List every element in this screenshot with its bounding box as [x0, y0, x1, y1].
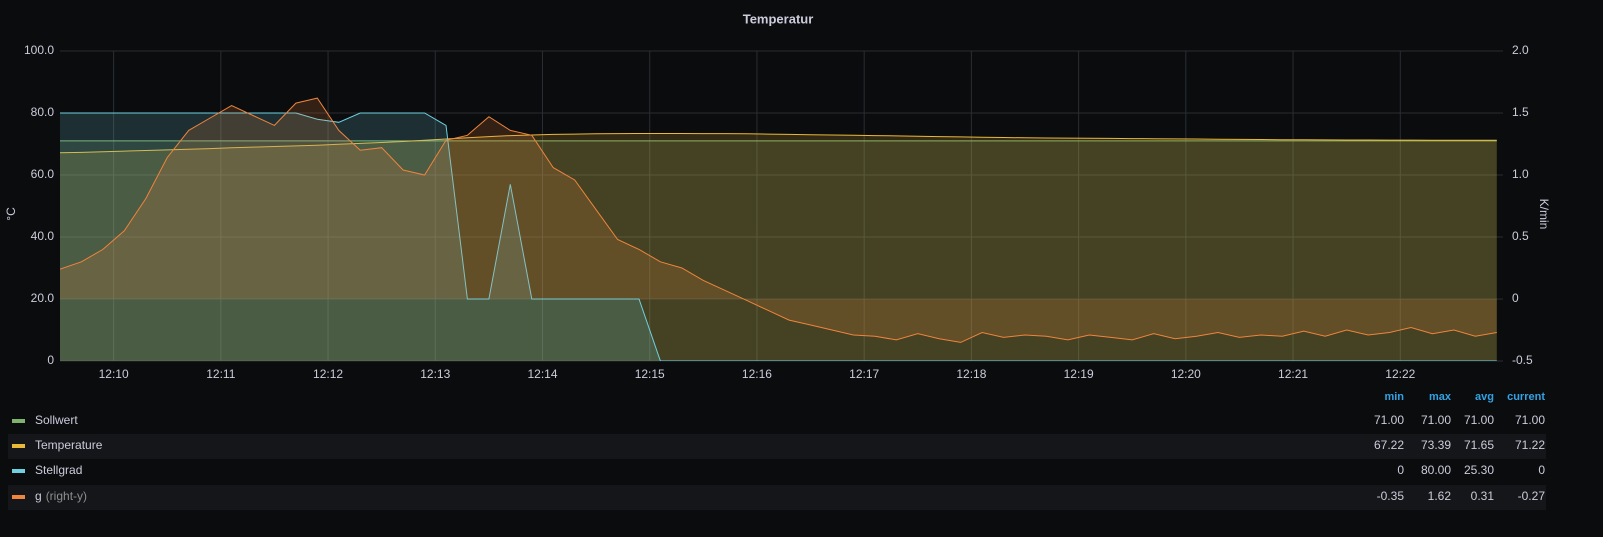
legend-stat: 71.00: [1464, 413, 1494, 427]
y2-tick-label: 0: [1512, 291, 1519, 305]
legend-stat: 0: [1538, 463, 1545, 477]
area-fill: [60, 133, 1497, 361]
x-tick-label: 12:19: [1064, 367, 1094, 381]
series-line: [60, 133, 1497, 154]
legend-label: Sollwert: [35, 413, 78, 427]
legend-stat: 1.62: [1428, 489, 1452, 503]
legend-stat: 0.31: [1471, 489, 1495, 503]
x-tick-label: 12:21: [1278, 367, 1308, 381]
legend-label: g: [35, 489, 42, 503]
x-tick-label: 12:17: [849, 367, 879, 381]
x-tick-label: 12:13: [420, 367, 450, 381]
x-tick-label: 12:16: [742, 367, 772, 381]
legend-row-bg: [8, 485, 1546, 510]
area-fill: [60, 113, 1497, 361]
y2-tick-label: 1.5: [1512, 105, 1529, 119]
y-axis-label: °C: [4, 207, 18, 221]
chart-title: Temperatur: [743, 11, 814, 26]
legend-column-header: max: [1429, 391, 1452, 403]
y-tick-label: 80.0: [31, 105, 55, 119]
y2-tick-label: 1.0: [1512, 167, 1529, 181]
y-tick-label: 20.0: [31, 291, 55, 305]
legend-stat: -0.27: [1518, 489, 1546, 503]
legend-stat: 71.00: [1374, 413, 1404, 427]
legend-stat: -0.35: [1377, 489, 1405, 503]
area-fill: [60, 98, 1497, 343]
legend-stat: 25.30: [1464, 463, 1494, 477]
y-tick-label: 60.0: [31, 167, 55, 181]
y2-tick-label: 0.5: [1512, 229, 1529, 243]
legend-stat: 71.22: [1515, 438, 1545, 452]
legend-stat: 80.00: [1421, 463, 1451, 477]
series-line: [60, 112, 1497, 361]
y2-tick-label: 2.0: [1512, 43, 1529, 57]
legend-stat: 71.00: [1421, 413, 1451, 427]
legend-stat: 71.65: [1464, 438, 1494, 452]
legend-stat: 0: [1397, 463, 1404, 477]
legend-column-header: current: [1507, 391, 1545, 403]
y-tick-label: 100.0: [24, 43, 54, 57]
legend-stat: 67.22: [1374, 438, 1404, 452]
x-tick-label: 12:15: [635, 367, 665, 381]
legend-swatch: [12, 469, 25, 473]
legend-stat: 73.39: [1421, 438, 1451, 452]
legend-swatch: [12, 495, 25, 499]
series-line: [60, 97, 1497, 343]
legend-swatch: [12, 444, 25, 448]
legend-label: Stellgrad: [35, 463, 82, 477]
legend-stat: 71.00: [1515, 413, 1545, 427]
x-tick-label: 12:10: [99, 367, 129, 381]
y2-axis-label: K/min: [1537, 199, 1551, 230]
legend-column-header: min: [1384, 391, 1404, 403]
area-fill: [60, 140, 1497, 361]
x-tick-label: 12:22: [1385, 367, 1415, 381]
x-tick-label: 12:11: [206, 367, 235, 381]
legend-column-header: avg: [1475, 391, 1494, 403]
x-tick-label: 12:12: [313, 367, 343, 381]
y2-tick-label: -0.5: [1512, 353, 1533, 367]
x-tick-label: 12:18: [956, 367, 986, 381]
y-tick-label: 0: [47, 353, 54, 367]
legend-label: Temperature: [35, 438, 103, 452]
x-tick-label: 12:14: [527, 367, 557, 381]
legend-swatch: [12, 419, 25, 423]
legend-row-bg: [8, 434, 1546, 459]
legend-axis-note: (right-y): [46, 489, 87, 503]
y-tick-label: 40.0: [31, 229, 55, 243]
x-tick-label: 12:20: [1171, 367, 1201, 381]
